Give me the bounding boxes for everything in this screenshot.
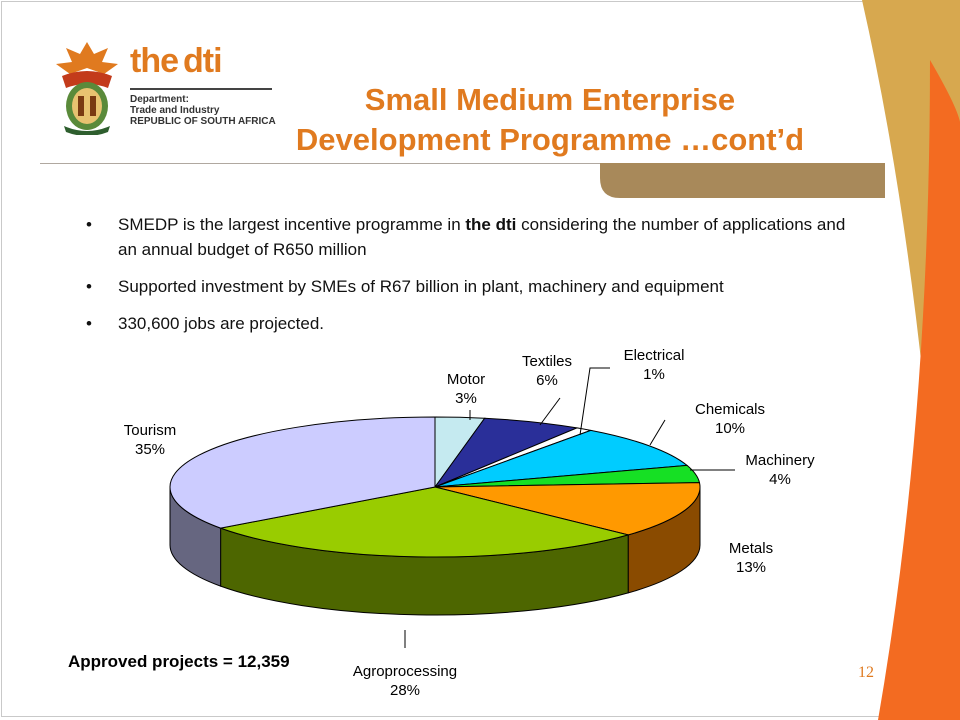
bullet-list: • SMEDP is the largest incentive programm… xyxy=(80,212,860,348)
sa-coat-of-arms-icon xyxy=(56,42,118,136)
leader-line-chemicals xyxy=(649,419,666,446)
header-divider xyxy=(40,163,600,164)
brand-dept-line3: REPUBLIC OF SOUTH AFRICA xyxy=(130,116,276,127)
approved-projects-note: Approved projects = 12,359 xyxy=(68,652,290,671)
brand-dept-line2: Trade and Industry xyxy=(130,105,220,116)
bullet-item: • SMEDP is the largest incentive programm… xyxy=(80,212,860,262)
bullet-dot: • xyxy=(86,215,92,234)
leader-line-electrical xyxy=(579,367,610,436)
data-label-tourism-name: Tourism xyxy=(124,422,177,439)
data-label-machinery-value: 4% xyxy=(769,471,791,488)
brand-dti: dti xyxy=(183,42,223,80)
pie-slice-chemicals xyxy=(434,429,689,488)
bullet-text-pre: 330,600 jobs are projected. xyxy=(118,314,325,333)
data-label-electrical-value: 1% xyxy=(643,366,665,383)
bullet-item: • 330,600 jobs are projected. xyxy=(80,311,860,336)
brand-divider xyxy=(130,88,272,90)
logo xyxy=(50,40,280,140)
pie-slice-agroprocessing xyxy=(218,486,631,558)
leader-line-textiles xyxy=(539,397,561,426)
data-label-metals-name: Metals xyxy=(729,540,773,557)
pie-slice-tourism xyxy=(169,416,436,529)
bullet-item: • Supported investment by SMEs of R67 bil… xyxy=(80,274,860,299)
data-label-chemicals-value: 10% xyxy=(715,420,745,437)
bullet-text-pre: Supported investment by SMEs of R67 bill… xyxy=(118,277,724,296)
data-label-textiles-value: 6% xyxy=(536,372,558,389)
bullet-text-pre: SMEDP is the largest incentive programme… xyxy=(118,215,466,234)
data-label-tourism-value: 35% xyxy=(135,441,165,458)
data-label-agroprocessing-name: Agroprocessing xyxy=(353,663,457,680)
bullet-text-bold: the dti xyxy=(465,215,517,234)
slide-title: Small Medium Enterprise Development Prog… xyxy=(230,80,870,160)
data-label-machinery-name: Machinery xyxy=(745,452,815,469)
pie-slice-metals xyxy=(434,482,701,536)
bullet-text-post: considering the number of applications a… xyxy=(118,215,846,259)
data-label-motor-name: Motor xyxy=(447,371,485,388)
brand-dept-line1: Department: xyxy=(130,94,189,105)
data-label-agroprocessing-value: 28% xyxy=(390,682,420,699)
slide-title-line1: Small Medium Enterprise xyxy=(364,82,736,117)
data-label-chemicals-name: Chemicals xyxy=(695,401,765,418)
brand-department: Department: Trade and Industry REPUBLIC … xyxy=(130,94,276,127)
data-label-metals-value: 13% xyxy=(736,559,766,576)
brand-the: the xyxy=(130,42,179,80)
data-label-textiles-name: Textiles xyxy=(522,353,572,370)
data-label-electrical-name: Electrical xyxy=(624,347,685,364)
slide-title-line2: Development Programme …cont’d xyxy=(295,122,805,157)
bullet-dot: • xyxy=(86,314,92,333)
page-number: 12 xyxy=(858,664,874,681)
bullet-dot: • xyxy=(86,277,92,296)
data-label-motor-value: 3% xyxy=(455,390,477,407)
